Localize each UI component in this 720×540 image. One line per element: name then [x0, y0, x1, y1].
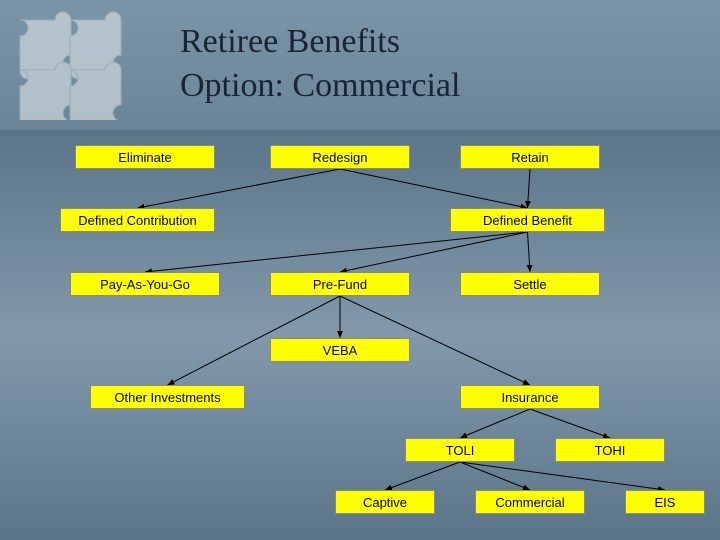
node-settle: Settle [460, 272, 600, 296]
title-line-2: Option: Commercial [180, 64, 460, 108]
node-otherinv: Other Investments [90, 385, 245, 409]
node-veba: VEBA [270, 338, 410, 362]
edge-retain-defbenefit [528, 169, 531, 208]
edge-toli-eis [460, 462, 665, 490]
edge-insurance-tohi [530, 409, 610, 438]
node-eliminate: Eliminate [75, 145, 215, 169]
node-tohi: TOHI [555, 438, 665, 462]
edge-toli-captive [385, 462, 460, 490]
edge-redesign-defbenefit [340, 169, 528, 208]
puzzle-icon [10, 10, 130, 120]
node-redesign: Redesign [270, 145, 410, 169]
node-payg: Pay-As-You-Go [70, 272, 220, 296]
node-eis: EIS [625, 490, 705, 514]
node-toli: TOLI [405, 438, 515, 462]
node-prefund: Pre-Fund [270, 272, 410, 296]
node-captive: Captive [335, 490, 435, 514]
edge-toli-commercial [460, 462, 530, 490]
node-commercial: Commercial [475, 490, 585, 514]
edge-redesign-defcontrib [138, 169, 341, 208]
edge-defbenefit-settle [528, 232, 531, 272]
edges-layer [0, 130, 720, 540]
node-retain: Retain [460, 145, 600, 169]
header: Retiree Benefits Option: Commercial [0, 0, 720, 130]
node-defbenefit: Defined Benefit [450, 208, 605, 232]
edge-defbenefit-payg [145, 232, 528, 272]
node-insurance: Insurance [460, 385, 600, 409]
node-defcontrib: Defined Contribution [60, 208, 215, 232]
edge-defbenefit-prefund [340, 232, 528, 272]
diagram-area: Eliminate Redesign Retain Defined Contribut… [0, 130, 720, 540]
page-title: Retiree Benefits Option: Commercial [180, 20, 460, 108]
edge-insurance-toli [460, 409, 530, 438]
title-line-1: Retiree Benefits [180, 20, 460, 64]
